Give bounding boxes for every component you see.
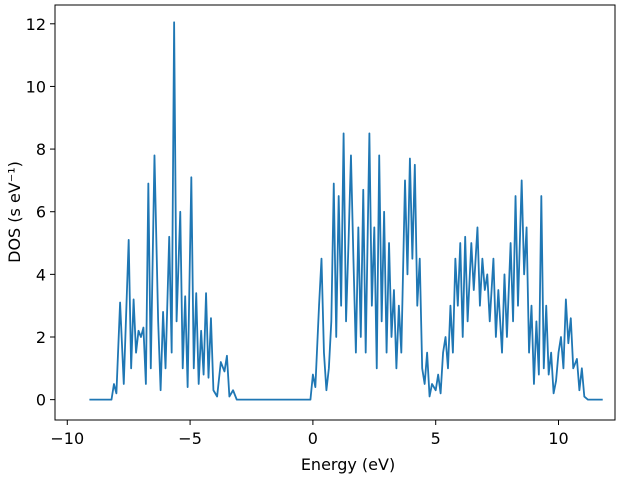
x-tick-label: 0 [308, 429, 318, 448]
dos-line [89, 21, 603, 401]
y-tick-label: 4 [36, 265, 46, 284]
y-tick-label: 10 [26, 77, 46, 96]
x-tick-label: −10 [50, 429, 84, 448]
plot-frame [54, 4, 616, 421]
x-axis-label: Energy (eV) [301, 455, 395, 474]
y-tick-label: 8 [36, 140, 46, 159]
y-tick-label: 2 [36, 328, 46, 347]
y-tick-label: 12 [26, 15, 46, 34]
y-tick-label: 6 [36, 203, 46, 222]
x-tick-label: −5 [178, 429, 202, 448]
x-tick-label: 5 [431, 429, 441, 448]
y-axis-label: DOS (s eV⁻¹) [5, 161, 24, 263]
y-tick-label: 0 [36, 391, 46, 410]
x-tick-label: 10 [548, 429, 568, 448]
